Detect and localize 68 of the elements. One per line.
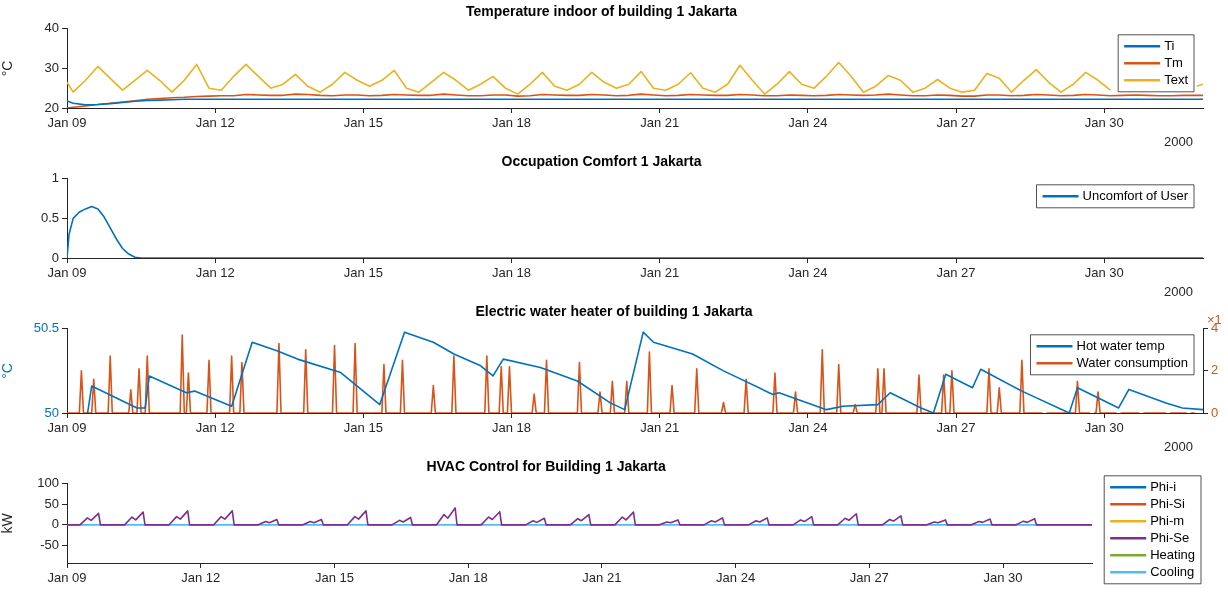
x-tick-label: Jan 09 <box>47 570 87 586</box>
y-tick-label: 1 <box>51 170 59 186</box>
x-tick-label: Jan 18 <box>448 570 488 586</box>
y-axis-title: °C <box>0 60 16 77</box>
y-axis-title: kW <box>0 512 16 534</box>
x-tick-label: Jan 15 <box>343 115 383 131</box>
x-tick-label: Jan 24 <box>788 265 828 281</box>
y-tick-label: 50 <box>44 404 59 420</box>
x-tick-label: Jan 12 <box>195 420 235 436</box>
x-tick-label: Jan 15 <box>343 420 383 436</box>
y-tick-label: 50.5 <box>33 320 59 336</box>
x-tick-label: Jan 24 <box>788 115 828 131</box>
legend-label: Heating <box>1150 546 1195 562</box>
text: 2000 <box>1164 134 1193 150</box>
chart-title: Electric water heater of building 1 Jakarta <box>475 303 753 320</box>
legend-label: Phi-i <box>1150 478 1177 494</box>
x-tick-label: Jan 24 <box>788 420 828 436</box>
x-tick-label: Jan 12 <box>195 265 235 281</box>
legend-label: Hot water temp <box>1076 337 1165 353</box>
legend-label: Ti <box>1164 37 1175 53</box>
y2-tick-label: 0 <box>1211 404 1219 420</box>
x-tick-label: Jan 18 <box>492 115 532 131</box>
x-tick-label: Jan 30 <box>983 570 1023 586</box>
y2-tick-label: 2 <box>1211 362 1219 378</box>
x-tick-label: Jan 09 <box>47 115 87 131</box>
x-tick-label: Jan 30 <box>1084 265 1124 281</box>
chart-title: HVAC Control for Building 1 Jakarta <box>426 458 666 475</box>
x-tick-label: Jan 15 <box>314 570 354 586</box>
y-tick-label: 0.5 <box>40 209 59 225</box>
legend-label: Water consumption <box>1076 354 1189 370</box>
x-tick-label: Jan 09 <box>47 265 87 281</box>
x-tick-label: Jan 21 <box>640 265 680 281</box>
legend-label: Phi-Se <box>1150 529 1190 545</box>
legend-label: Text <box>1164 71 1189 87</box>
x-tick-label: Jan 15 <box>343 265 383 281</box>
x-tick-label: Jan 27 <box>936 420 976 436</box>
x-tick-label: Jan 21 <box>582 570 622 586</box>
x-tick-label: Jan 27 <box>936 265 976 281</box>
chart-title: Temperature indoor of building 1 Jakarta <box>465 3 738 20</box>
y-tick-label: 0 <box>51 516 59 532</box>
y-tick-label: 100 <box>37 475 59 491</box>
x-tick-label: Jan 18 <box>492 265 532 281</box>
x-tick-label: Jan 09 <box>47 420 87 436</box>
legend-label: Uncomfort of User <box>1082 187 1189 203</box>
legend-label: Phi-Si <box>1150 495 1185 511</box>
y-axis-title: °C <box>0 363 16 379</box>
x-tick-label: Jan 30 <box>1084 115 1124 131</box>
legend-label: Tm <box>1164 54 1183 70</box>
y-tick-label: -50 <box>40 536 59 552</box>
y-tick-label: 30 <box>44 59 59 75</box>
x-tick-label: Jan 18 <box>492 420 532 436</box>
x-tick-label: Jan 12 <box>195 115 235 131</box>
legend-label: Cooling <box>1150 563 1195 579</box>
x-tick-label: Jan 30 <box>1084 420 1124 436</box>
text: 2000 <box>1164 284 1193 300</box>
x-tick-label: Jan 21 <box>640 420 680 436</box>
x-tick-label: Jan 27 <box>849 570 889 586</box>
y-tick-label: 0 <box>51 249 59 265</box>
y-tick-label: 50 <box>44 495 59 511</box>
x-tick-label: Jan 21 <box>640 115 680 131</box>
x-tick-label: Jan 12 <box>181 570 221 586</box>
x-tick-label: Jan 24 <box>716 570 756 586</box>
chart-title: Occupation Comfort 1 Jakarta <box>501 153 702 170</box>
x-tick-label: Jan 27 <box>936 115 976 131</box>
y-tick-label: 40 <box>44 20 59 36</box>
y-tick-label: 20 <box>44 99 59 115</box>
legend-label: Phi-m <box>1150 512 1185 528</box>
text: 2000 <box>1164 439 1193 455</box>
